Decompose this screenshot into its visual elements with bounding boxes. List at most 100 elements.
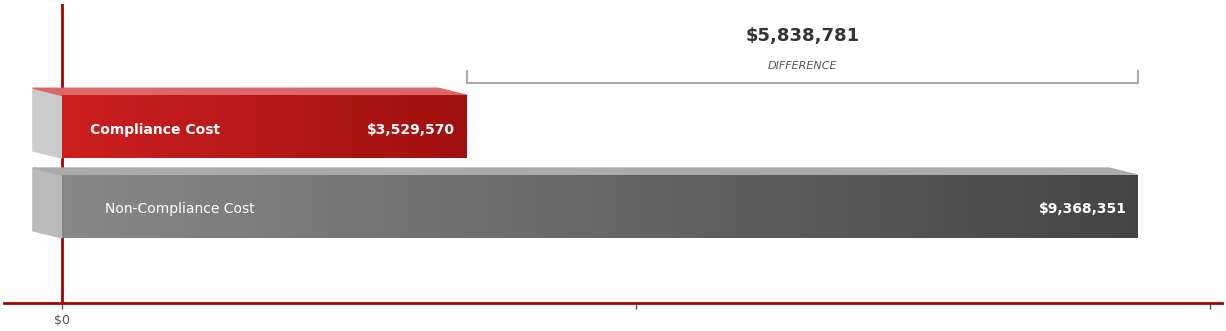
Bar (417, 175, 422, 238)
Bar (879, 175, 885, 238)
Bar (321, 95, 324, 158)
Bar (142, 95, 145, 158)
Bar (340, 95, 341, 158)
Bar (739, 175, 745, 238)
Bar (400, 95, 402, 158)
Bar (244, 175, 250, 238)
Bar (535, 175, 541, 238)
Bar (658, 175, 664, 238)
Bar (226, 95, 228, 158)
Bar (412, 175, 417, 238)
Bar (707, 175, 712, 238)
Bar (330, 95, 331, 158)
Bar (611, 175, 615, 238)
Bar (66, 95, 67, 158)
Bar (463, 95, 465, 158)
Bar (825, 175, 831, 238)
Text: Compliance Cost: Compliance Cost (89, 122, 221, 137)
Bar (174, 175, 180, 238)
Bar (799, 175, 804, 238)
Bar (67, 95, 70, 158)
Bar (1090, 175, 1095, 238)
Bar (782, 175, 788, 238)
Bar (476, 175, 482, 238)
Bar (311, 95, 313, 158)
Bar (734, 175, 739, 238)
Bar (313, 95, 315, 158)
Bar (896, 175, 901, 238)
Bar (142, 175, 147, 238)
Bar (422, 175, 428, 238)
Bar (341, 175, 347, 238)
Bar (154, 95, 157, 158)
Bar (885, 175, 890, 238)
Bar (153, 95, 154, 158)
Bar (922, 175, 928, 238)
Bar (352, 95, 353, 158)
Bar (305, 95, 306, 158)
Bar (430, 95, 433, 158)
Bar (364, 95, 365, 158)
Bar (246, 95, 248, 158)
Bar (166, 95, 167, 158)
Bar (966, 175, 971, 238)
Text: DIFFERENCE: DIFFERENCE (767, 61, 837, 71)
Bar (94, 175, 99, 238)
Bar (83, 175, 88, 238)
Bar (179, 95, 181, 158)
Bar (696, 175, 702, 238)
Bar (126, 95, 129, 158)
Bar (1079, 175, 1084, 238)
Bar (121, 175, 126, 238)
Bar (228, 95, 229, 158)
Bar (141, 95, 142, 158)
Bar (161, 95, 163, 158)
Bar (847, 175, 852, 238)
Bar (135, 95, 136, 158)
Bar (232, 95, 234, 158)
Bar (104, 95, 107, 158)
Bar (242, 95, 244, 158)
Bar (1030, 175, 1036, 238)
Bar (254, 95, 256, 158)
Bar (363, 175, 368, 238)
Bar (229, 95, 232, 158)
Bar (380, 95, 383, 158)
Bar (347, 95, 349, 158)
Bar (108, 95, 110, 158)
Bar (294, 95, 297, 158)
Bar (387, 95, 390, 158)
Bar (852, 175, 858, 238)
Bar (113, 95, 114, 158)
Bar (201, 175, 207, 238)
Bar (428, 175, 433, 238)
Bar (638, 175, 642, 238)
Bar (386, 95, 387, 158)
Bar (374, 95, 376, 158)
Bar (595, 175, 600, 238)
Bar (1036, 175, 1041, 238)
Bar (874, 175, 879, 238)
Bar (1009, 175, 1014, 238)
Bar (64, 95, 66, 158)
Bar (104, 175, 110, 238)
Bar (94, 95, 96, 158)
Bar (74, 95, 76, 158)
Bar (455, 175, 460, 238)
Bar (173, 95, 175, 158)
Bar (626, 175, 631, 238)
Bar (178, 95, 179, 158)
Bar (195, 95, 197, 158)
Bar (1052, 175, 1057, 238)
Bar (99, 175, 104, 238)
Bar (869, 175, 874, 238)
Bar (676, 175, 680, 238)
Bar (180, 175, 185, 238)
Bar (80, 95, 82, 158)
Bar (374, 175, 379, 238)
Bar (72, 95, 74, 158)
Bar (88, 175, 94, 238)
Bar (376, 95, 378, 158)
Bar (194, 95, 195, 158)
Bar (552, 175, 557, 238)
